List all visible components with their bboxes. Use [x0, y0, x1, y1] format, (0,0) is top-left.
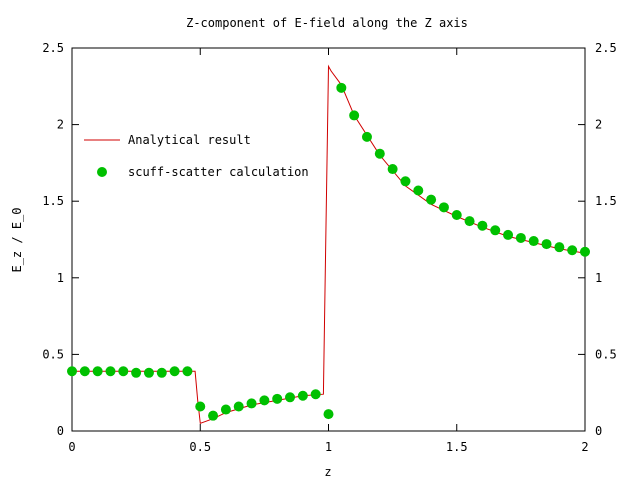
data-point	[169, 366, 180, 377]
data-point	[580, 246, 590, 257]
data-point	[528, 236, 539, 247]
data-point	[272, 393, 283, 404]
y-axis-label: E_z / E_0	[10, 207, 24, 272]
x-tick-label: 0.5	[189, 440, 211, 454]
data-point	[503, 229, 514, 240]
x-tick-label: 0	[68, 440, 75, 454]
data-point	[477, 220, 488, 231]
data-point	[310, 389, 321, 400]
x-axis-label: z	[324, 465, 331, 479]
data-point	[323, 409, 334, 420]
data-point	[361, 131, 372, 142]
data-point	[413, 185, 424, 196]
data-point	[336, 82, 347, 93]
data-point	[567, 245, 578, 256]
data-point	[208, 410, 219, 421]
data-point	[131, 367, 142, 378]
data-point	[259, 395, 270, 406]
data-point	[246, 398, 257, 409]
data-point	[118, 366, 129, 377]
data-point	[515, 232, 526, 243]
data-point	[387, 164, 398, 175]
y-tick-label-right: 2.5	[595, 41, 617, 55]
data-point	[67, 366, 77, 377]
legend: Analytical result scuff-scatter calculati…	[84, 133, 309, 179]
data-point	[92, 366, 103, 377]
data-point	[554, 242, 565, 253]
data-point	[464, 216, 475, 227]
data-point	[285, 392, 296, 403]
y-tick-label-right: 1	[595, 271, 602, 285]
legend-point-swatch	[97, 167, 107, 177]
y-tick-label: 1	[57, 271, 64, 285]
data-point	[297, 390, 308, 401]
data-point	[438, 202, 449, 213]
axes: 0 0.5 1 1.5 20 00.5 0.51 11.5 1.52 22.5 2.5	[42, 41, 616, 454]
data-point	[426, 194, 437, 205]
data-point	[195, 401, 206, 412]
x-tick-label: 2	[581, 440, 588, 454]
data-point	[541, 239, 552, 250]
data-point	[105, 366, 116, 377]
y-tick-label-right: 2	[595, 118, 602, 132]
data-point	[400, 176, 411, 187]
y-tick-label: 0	[57, 424, 64, 438]
y-tick-label: 0.5	[42, 347, 64, 361]
data-point	[349, 110, 360, 121]
data-point	[182, 366, 193, 377]
data-point	[233, 401, 244, 412]
data-point	[374, 148, 385, 159]
legend-label: Analytical result	[128, 133, 251, 147]
legend-label: scuff-scatter calculation	[128, 165, 309, 179]
data-point	[143, 367, 154, 378]
data-point	[79, 366, 90, 377]
y-tick-label: 1.5	[42, 194, 64, 208]
y-tick-label: 2	[57, 118, 64, 132]
y-tick-label-right: 1.5	[595, 194, 617, 208]
data-point	[451, 209, 462, 220]
y-tick-label-right: 0	[595, 424, 602, 438]
y-tick-label: 2.5	[42, 41, 64, 55]
x-tick-label: 1	[325, 440, 332, 454]
x-tick-label: 1.5	[446, 440, 468, 454]
data-point	[490, 225, 501, 236]
data-point	[220, 404, 231, 415]
chart-title: Z-component of E-field along the Z axis	[186, 16, 468, 30]
data-point	[156, 367, 167, 378]
y-tick-label-right: 0.5	[595, 347, 617, 361]
plot-area	[67, 64, 590, 424]
